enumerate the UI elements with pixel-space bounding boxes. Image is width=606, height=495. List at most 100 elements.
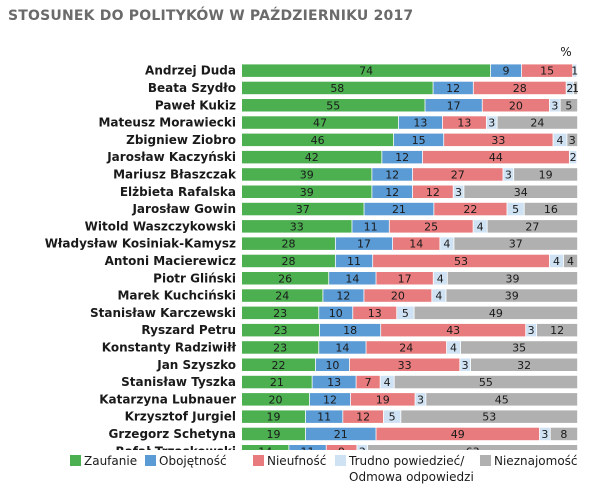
category-label: Krzysztof Jurgiel	[125, 410, 236, 424]
legend-label: Nieznajomość	[494, 454, 578, 468]
data-label: 53	[454, 255, 468, 268]
bar-segment-1	[242, 81, 433, 95]
category-label: Stanisław Karczewski	[90, 306, 236, 320]
bar-segment-4	[383, 410, 401, 423]
bar-segment-1	[242, 375, 312, 389]
data-label: 4	[450, 341, 457, 354]
data-label: 25	[424, 220, 438, 233]
legend-item: Nieznajomość	[480, 453, 578, 469]
category-label: Zbigniew Ziobro	[126, 133, 236, 147]
bar-segment-2	[335, 254, 373, 268]
legend-swatch	[480, 455, 491, 466]
data-label: 23	[274, 324, 288, 337]
data-label: 33	[491, 134, 505, 147]
bar-segment-5	[514, 168, 578, 181]
data-label: 4	[477, 220, 484, 233]
bar-segment-3	[349, 358, 460, 371]
bar-segment-3	[393, 237, 440, 250]
data-label: 14	[258, 445, 272, 450]
bar-segment-5	[560, 99, 578, 112]
bar-segment-5	[563, 254, 578, 268]
category-label: Antoni Macierewicz	[105, 254, 236, 268]
category-label: Katarzyna Lubnauer	[99, 392, 236, 406]
data-label: 8	[560, 428, 567, 441]
data-label: 3	[462, 359, 469, 372]
bar-segment-4	[503, 168, 514, 181]
data-label: 22	[272, 359, 286, 372]
category-label: Witold Waszczykowski	[85, 219, 236, 233]
data-label: 20	[391, 290, 405, 303]
data-label: 12	[426, 186, 440, 199]
data-label: 3	[551, 99, 558, 112]
data-label: 4	[443, 238, 450, 251]
data-label: 13	[327, 376, 341, 389]
data-label: 28	[281, 238, 295, 251]
data-label: 24	[530, 117, 544, 130]
bar-segment-5	[567, 133, 578, 147]
data-label: 7	[365, 376, 372, 389]
bar-segment-1	[242, 254, 335, 268]
bar-segment-3	[376, 427, 540, 441]
bar-segment-1	[242, 445, 289, 450]
bar-segment-1	[242, 185, 372, 198]
data-label: 13	[413, 117, 427, 130]
data-label: 5	[402, 307, 409, 320]
bar-segment-2	[319, 323, 381, 337]
data-label: 3	[541, 428, 548, 441]
data-label: 33	[290, 220, 304, 233]
data-label: 19	[376, 393, 390, 406]
data-label: 28	[513, 82, 527, 95]
bar-segment-4	[526, 323, 537, 337]
data-label: 4	[437, 272, 444, 285]
data-label: 21	[270, 376, 284, 389]
data-label: 45	[495, 393, 509, 406]
bar-segment-4	[433, 272, 447, 285]
bar-segment-1	[242, 427, 306, 441]
bar-segment-3	[482, 99, 550, 112]
data-label: 23	[273, 341, 287, 354]
data-label: 13	[368, 307, 382, 320]
data-label: 21	[392, 203, 406, 216]
data-label: 20	[269, 393, 283, 406]
category-label: Elżbieta Rafalska	[120, 185, 236, 199]
data-label: 55	[326, 99, 340, 112]
bar-segment-1	[242, 133, 394, 147]
data-label: 28	[281, 255, 295, 268]
bar-segment-2	[323, 289, 364, 302]
data-label: 34	[514, 186, 528, 199]
bar-segment-4	[440, 237, 454, 250]
data-label: 5	[512, 203, 519, 216]
bar-segment-4	[507, 202, 524, 216]
bar-segment-5	[487, 220, 578, 233]
legend-label: Nieufność	[267, 454, 327, 468]
bar-segment-2	[319, 341, 366, 354]
data-label: 3	[528, 324, 535, 337]
data-label: 39	[300, 168, 314, 181]
data-label: 39	[300, 186, 314, 199]
bar-segment-4	[539, 427, 550, 441]
data-label: 35	[512, 341, 526, 354]
bar-segment-5	[446, 289, 578, 302]
bar-segment-3	[356, 375, 380, 389]
bar-segment-5	[414, 306, 578, 320]
data-label: 42	[305, 151, 319, 164]
bar-segment-2	[305, 410, 343, 423]
bar-segment-1	[242, 116, 399, 129]
data-label: 58	[330, 82, 344, 95]
data-label: 20	[509, 99, 523, 112]
bar-segment-2	[425, 99, 482, 112]
bar-segment-1	[242, 289, 323, 302]
data-label: 37	[509, 238, 523, 251]
bar-segment-2	[372, 185, 413, 198]
data-label: 12	[550, 324, 564, 337]
data-label: 4	[553, 255, 560, 268]
bar-segment-1	[242, 237, 335, 250]
data-label: 13	[457, 117, 471, 130]
bar-segment-1	[242, 393, 310, 406]
bar-segment-4	[397, 306, 414, 320]
bar-segment-2	[335, 237, 393, 250]
bar-segment-5	[368, 445, 578, 450]
data-label: 22	[463, 203, 477, 216]
bar-segment-1	[242, 341, 319, 354]
